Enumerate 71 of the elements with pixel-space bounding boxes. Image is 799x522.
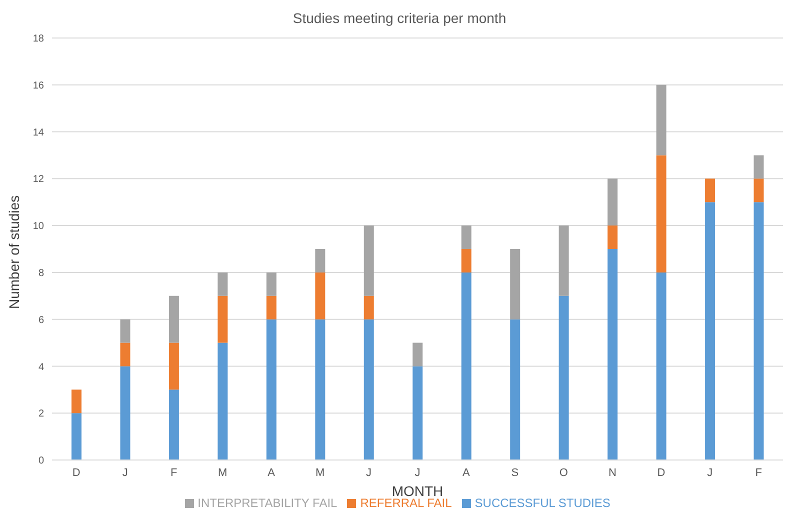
bar bbox=[461, 249, 472, 272]
bar bbox=[266, 319, 276, 460]
bar bbox=[120, 319, 130, 343]
legend-label: REFERRAL FAIL bbox=[360, 496, 452, 510]
bar bbox=[558, 296, 569, 460]
bar bbox=[168, 390, 179, 460]
y-tick-label: 2 bbox=[38, 408, 44, 420]
bar bbox=[168, 342, 179, 390]
legend-label: SUCCESSFUL STUDIES bbox=[474, 496, 610, 510]
x-tick-label: J bbox=[707, 466, 713, 479]
x-tick-label: N bbox=[608, 466, 616, 479]
bar bbox=[315, 249, 326, 272]
bar bbox=[608, 249, 618, 460]
bar bbox=[120, 366, 130, 460]
y-axis-title: Number of studies bbox=[6, 195, 22, 309]
bar bbox=[608, 226, 618, 249]
bar bbox=[412, 366, 423, 460]
y-tick-label: 14 bbox=[32, 127, 44, 138]
y-tick-label: 8 bbox=[38, 268, 44, 279]
bar bbox=[754, 202, 764, 460]
bar bbox=[510, 249, 520, 320]
bar bbox=[656, 84, 666, 156]
x-tick-label: J bbox=[122, 466, 128, 479]
bar bbox=[266, 296, 276, 320]
x-tick-label: J bbox=[414, 466, 420, 479]
bar bbox=[71, 390, 82, 414]
y-tick-label: 6 bbox=[38, 314, 44, 326]
bar bbox=[364, 319, 374, 460]
x-tick-label: D bbox=[72, 466, 80, 479]
x-tick-label: A bbox=[462, 466, 471, 479]
y-tick-label: 12 bbox=[32, 174, 44, 186]
bar bbox=[364, 226, 374, 296]
y-tick-label: 16 bbox=[32, 80, 44, 92]
x-tick-label: A bbox=[268, 466, 276, 479]
bar bbox=[364, 296, 374, 320]
bar bbox=[656, 272, 666, 460]
bar bbox=[120, 342, 130, 366]
x-tick-label: O bbox=[559, 466, 568, 479]
chart-title: Studies meeting criteria per month bbox=[292, 9, 508, 28]
bar bbox=[315, 272, 326, 320]
y-tick-label: 4 bbox=[38, 362, 44, 373]
x-tick-label: D bbox=[657, 466, 666, 479]
bar bbox=[656, 155, 666, 272]
bar bbox=[168, 296, 179, 343]
bar bbox=[71, 413, 82, 460]
x-tick-label: S bbox=[511, 466, 519, 479]
x-tick-label: F bbox=[755, 466, 762, 479]
x-tick-label: M bbox=[218, 466, 228, 479]
bar bbox=[705, 202, 716, 460]
bar bbox=[218, 272, 228, 296]
bar bbox=[315, 319, 326, 460]
bar bbox=[461, 226, 472, 249]
y-tick-label: 18 bbox=[32, 34, 44, 45]
x-tick-label: M bbox=[315, 466, 325, 479]
legend-label: INTERPRETABILITY FAIL bbox=[198, 496, 338, 510]
x-tick-label: J bbox=[366, 466, 372, 479]
y-tick-label: 0 bbox=[38, 456, 44, 467]
x-tick-label: F bbox=[170, 466, 178, 479]
bar bbox=[218, 342, 228, 460]
bar bbox=[412, 342, 423, 366]
bar bbox=[266, 272, 276, 296]
bar bbox=[754, 155, 764, 179]
bar bbox=[218, 296, 228, 343]
bar bbox=[558, 226, 569, 296]
bar bbox=[461, 272, 472, 460]
bar bbox=[705, 178, 716, 202]
bar bbox=[608, 178, 618, 226]
bar bbox=[510, 319, 520, 460]
y-tick-label: 10 bbox=[32, 221, 44, 232]
x-axis-title: MONTH bbox=[392, 483, 444, 499]
bar bbox=[754, 178, 764, 202]
